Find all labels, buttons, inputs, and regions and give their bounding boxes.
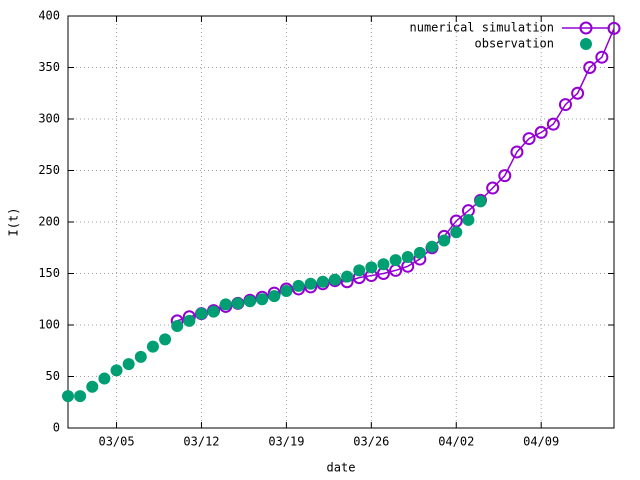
data-point (462, 213, 475, 226)
data-point (365, 261, 378, 274)
data-point (571, 86, 585, 100)
data-point (98, 372, 111, 385)
data-point (231, 297, 244, 310)
data-point (328, 273, 341, 286)
data-point (353, 264, 366, 277)
y-tick-label: 150 (38, 266, 60, 280)
data-point (62, 390, 74, 403)
data-point (534, 125, 548, 139)
data-point (438, 234, 451, 247)
x-tick-label: 03/19 (268, 435, 304, 449)
y-tick-label: 400 (38, 9, 60, 23)
data-point (474, 195, 487, 208)
data-point (134, 350, 147, 363)
legend-swatch (579, 21, 593, 35)
data-point (401, 251, 414, 264)
data-point (486, 181, 500, 195)
x-tick-label: 03/05 (98, 435, 134, 449)
data-point (389, 254, 402, 267)
data-point (86, 380, 99, 393)
data-point (341, 270, 354, 283)
data-point (256, 293, 269, 306)
data-point (546, 117, 560, 131)
x-tick-label: 04/09 (523, 435, 559, 449)
y-tick-label: 50 (46, 369, 60, 383)
data-point (195, 307, 208, 320)
data-point (304, 277, 317, 290)
data-point (595, 50, 609, 64)
data-point (450, 226, 463, 239)
data-point (426, 240, 438, 253)
data-point (377, 258, 390, 271)
data-point (244, 295, 256, 308)
y-tick-label: 250 (38, 163, 60, 177)
data-point (583, 61, 597, 74)
y-tick-label: 300 (38, 112, 60, 126)
data-point (159, 333, 172, 346)
data-point (207, 305, 220, 318)
data-point (498, 169, 512, 183)
data-point (522, 132, 536, 146)
data-point (558, 98, 572, 112)
x-tick-label: 03/12 (183, 435, 219, 449)
data-point (74, 390, 87, 403)
x-axis-label: date (327, 461, 356, 475)
series-line (176, 28, 615, 322)
data-point (413, 246, 426, 259)
data-point (292, 279, 305, 292)
data-point (510, 145, 524, 159)
x-tick-label: 03/26 (353, 435, 389, 449)
y-tick-label: 0 (53, 421, 60, 435)
y-tick-label: 100 (38, 318, 60, 332)
y-tick-label: 350 (38, 60, 60, 74)
data-point (316, 275, 329, 288)
data-point (183, 314, 196, 327)
data-point (146, 340, 159, 353)
y-tick-label: 200 (38, 215, 60, 229)
legend-swatch (580, 38, 592, 50)
legend-label: observation (475, 37, 554, 51)
data-point (110, 364, 123, 377)
data-point (219, 298, 232, 311)
plot-frame (67, 15, 615, 429)
data-point (171, 320, 184, 333)
y-axis-label: I(t) (7, 208, 21, 237)
legend-label: numerical simulation (410, 21, 555, 35)
x-tick-label: 04/02 (438, 435, 474, 449)
data-point (122, 358, 135, 371)
data-point (268, 290, 281, 303)
data-point (280, 285, 293, 298)
